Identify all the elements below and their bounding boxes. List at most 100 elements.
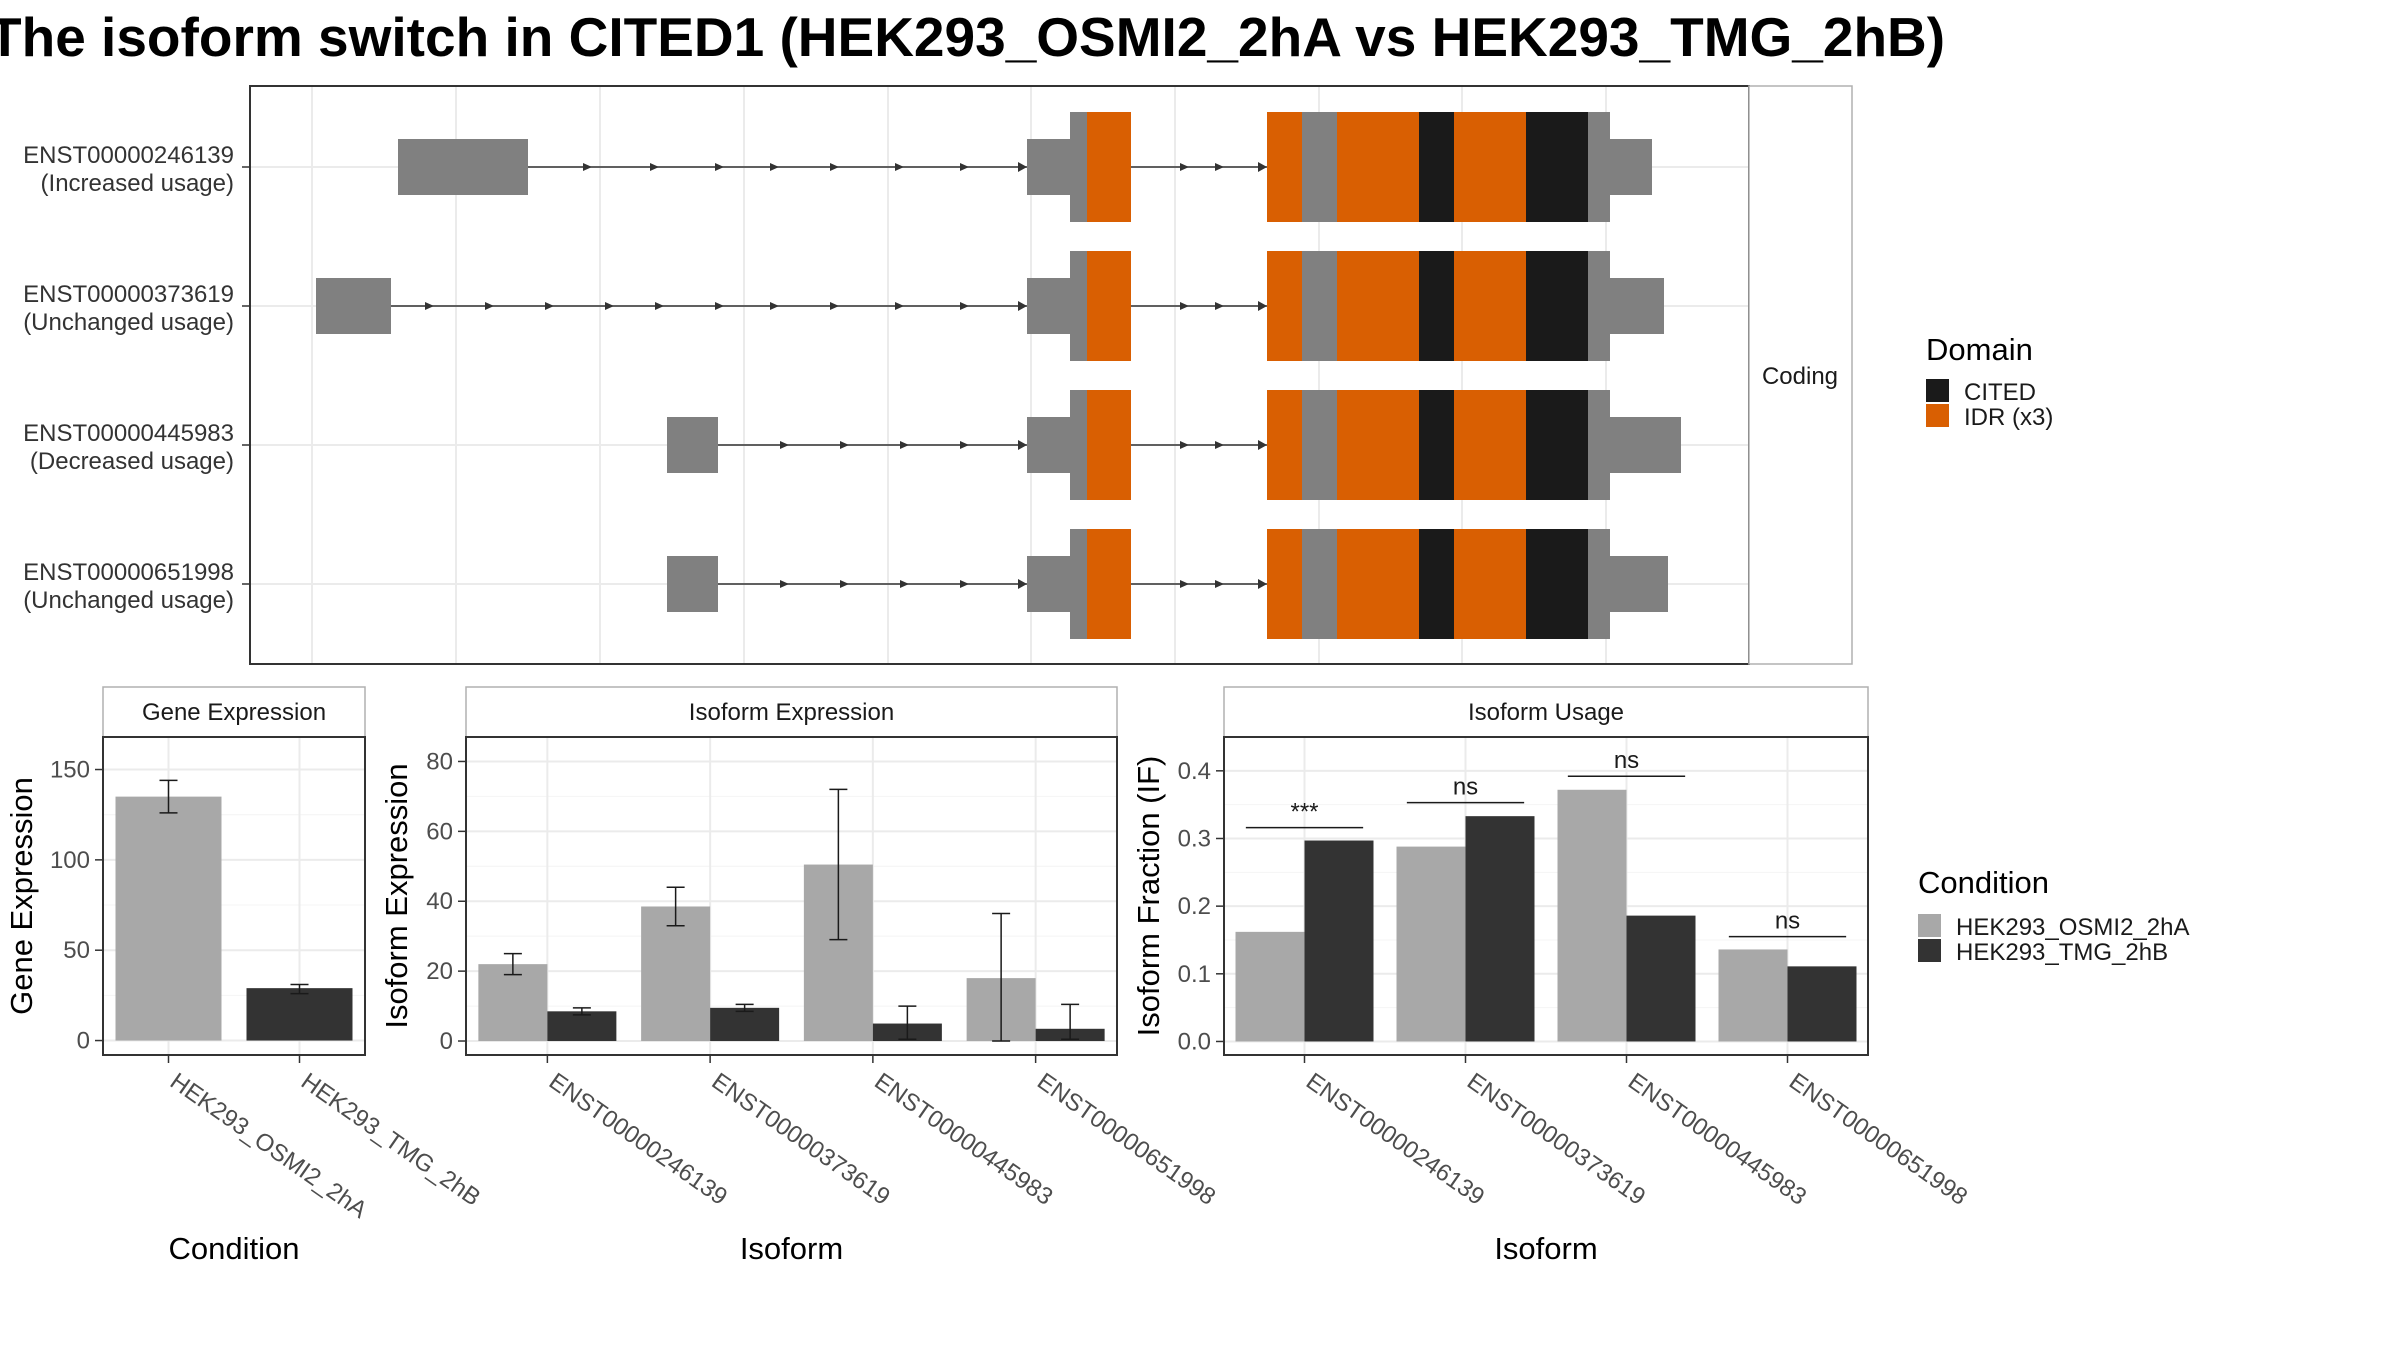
idr-domain <box>1267 251 1302 361</box>
plot-border <box>1223 736 1869 1056</box>
transcript-row <box>667 529 1668 639</box>
strand-arrow <box>1018 301 1027 311</box>
x-tick-label: ENST00000651998 <box>1784 1068 1972 1211</box>
strand-arrow <box>1258 440 1267 450</box>
strand-arrow <box>830 163 839 171</box>
significance-label: ns <box>1453 774 1478 801</box>
panel-strip <box>1223 686 1869 738</box>
idr-domain <box>1267 390 1302 500</box>
strand-arrow <box>425 302 434 310</box>
transcript-id-label: ENST00000445983 <box>23 420 234 447</box>
strand-arrow <box>1258 162 1267 172</box>
strand-arrow <box>840 580 849 588</box>
strand-arrow <box>895 163 904 171</box>
bar <box>1304 840 1374 1042</box>
condition-legend-title: Condition <box>1918 865 2049 900</box>
strand-arrow <box>960 163 969 171</box>
coding-strip <box>1748 85 1853 665</box>
strand-arrow <box>545 302 554 310</box>
plot-border <box>102 736 366 1056</box>
strand-arrow <box>1215 441 1224 449</box>
y-tick-label: 0.4 <box>1178 758 1211 785</box>
cited-domain <box>1419 390 1454 500</box>
x-tick-label: ENST00000373619 <box>1462 1068 1650 1211</box>
strand-arrow <box>1258 301 1267 311</box>
transcript-panel: ENST00000246139(Increased usage) ENST0000… <box>23 85 1853 665</box>
cited-domain <box>1419 529 1454 639</box>
bar <box>1235 931 1305 1042</box>
coding-segment <box>1588 112 1610 222</box>
first-exon <box>667 417 718 473</box>
idr-domain <box>1267 529 1302 639</box>
strand-arrow <box>960 441 969 449</box>
x-tick-label: ENST00000445983 <box>869 1068 1057 1211</box>
strand-arrow <box>780 441 789 449</box>
strand-arrow <box>780 580 789 588</box>
transcript-usage-label: (Unchanged usage) <box>23 309 234 336</box>
bar <box>1626 915 1696 1042</box>
strand-arrow <box>1215 580 1224 588</box>
y-tick-label: 0.3 <box>1178 825 1211 852</box>
utr-segment <box>1610 139 1652 195</box>
utr-segment <box>1610 556 1668 612</box>
y-tick-label: 0 <box>440 1028 453 1055</box>
idr-domain <box>1454 390 1526 500</box>
cited-domain <box>1526 251 1588 361</box>
significance-label: *** <box>1290 799 1318 826</box>
utr-segment <box>1027 417 1070 473</box>
strand-arrow <box>900 441 909 449</box>
transcript-row <box>667 390 1681 500</box>
legend-label-cited: CITED <box>1964 379 2036 406</box>
transcript-id-label: ENST00000373619 <box>23 281 234 308</box>
y-tick-label: 0.2 <box>1178 893 1211 920</box>
coding-segment <box>1588 529 1610 639</box>
bar <box>1396 846 1466 1042</box>
coding-segment <box>1588 251 1610 361</box>
y-tick-label: 150 <box>50 757 90 784</box>
bar <box>478 964 548 1042</box>
coding-segment <box>1302 529 1337 639</box>
panel-strip <box>102 686 366 738</box>
y-tick-label: 80 <box>426 748 453 775</box>
legend-label-idr: IDR (x3) <box>1964 404 2053 431</box>
strand-arrow <box>960 580 969 588</box>
strand-arrow <box>1215 163 1224 171</box>
y-tick-label: 40 <box>426 888 453 915</box>
idr-domain <box>1267 112 1302 222</box>
transcript-id-label: ENST00000651998 <box>23 559 234 586</box>
bar <box>547 1011 617 1042</box>
bar <box>1718 949 1788 1042</box>
first-exon <box>316 278 391 334</box>
strand-arrow <box>840 441 849 449</box>
transcript-rows <box>316 112 1681 639</box>
panel-title: Gene Expression <box>142 699 326 726</box>
cited-domain <box>1419 112 1454 222</box>
x-tick-label: ENST00000246139 <box>1301 1068 1489 1211</box>
y-tick-label: 60 <box>426 818 453 845</box>
y-axis-title: Isoform Fraction (IF) <box>1131 756 1166 1037</box>
y-tick-label: 0 <box>77 1028 90 1055</box>
transcript-row <box>316 251 1664 361</box>
strand-arrow <box>583 163 592 171</box>
cited-domain <box>1526 529 1588 639</box>
strand-arrow <box>1018 440 1027 450</box>
y-axis-title: Gene Expression <box>4 777 39 1015</box>
y-axis-title: Isoform Expression <box>379 763 414 1028</box>
legend-swatch-cond-a <box>1918 914 1941 937</box>
utr-segment <box>1610 278 1664 334</box>
strand-arrow <box>605 302 614 310</box>
strand-arrow <box>770 163 779 171</box>
strand-arrow <box>770 302 779 310</box>
strand-arrow <box>895 302 904 310</box>
coding-segment <box>1070 529 1087 639</box>
coding-segment <box>1070 390 1087 500</box>
domain-legend-title: Domain <box>1926 332 2033 367</box>
coding-segment <box>1302 251 1337 361</box>
transcript-labels: ENST00000246139(Increased usage) ENST0000… <box>23 142 250 614</box>
cited-domain <box>1526 112 1588 222</box>
strand-arrow <box>1180 163 1189 171</box>
y-tick-label: 20 <box>426 958 453 985</box>
strand-arrow <box>655 302 664 310</box>
utr-segment <box>1027 278 1070 334</box>
